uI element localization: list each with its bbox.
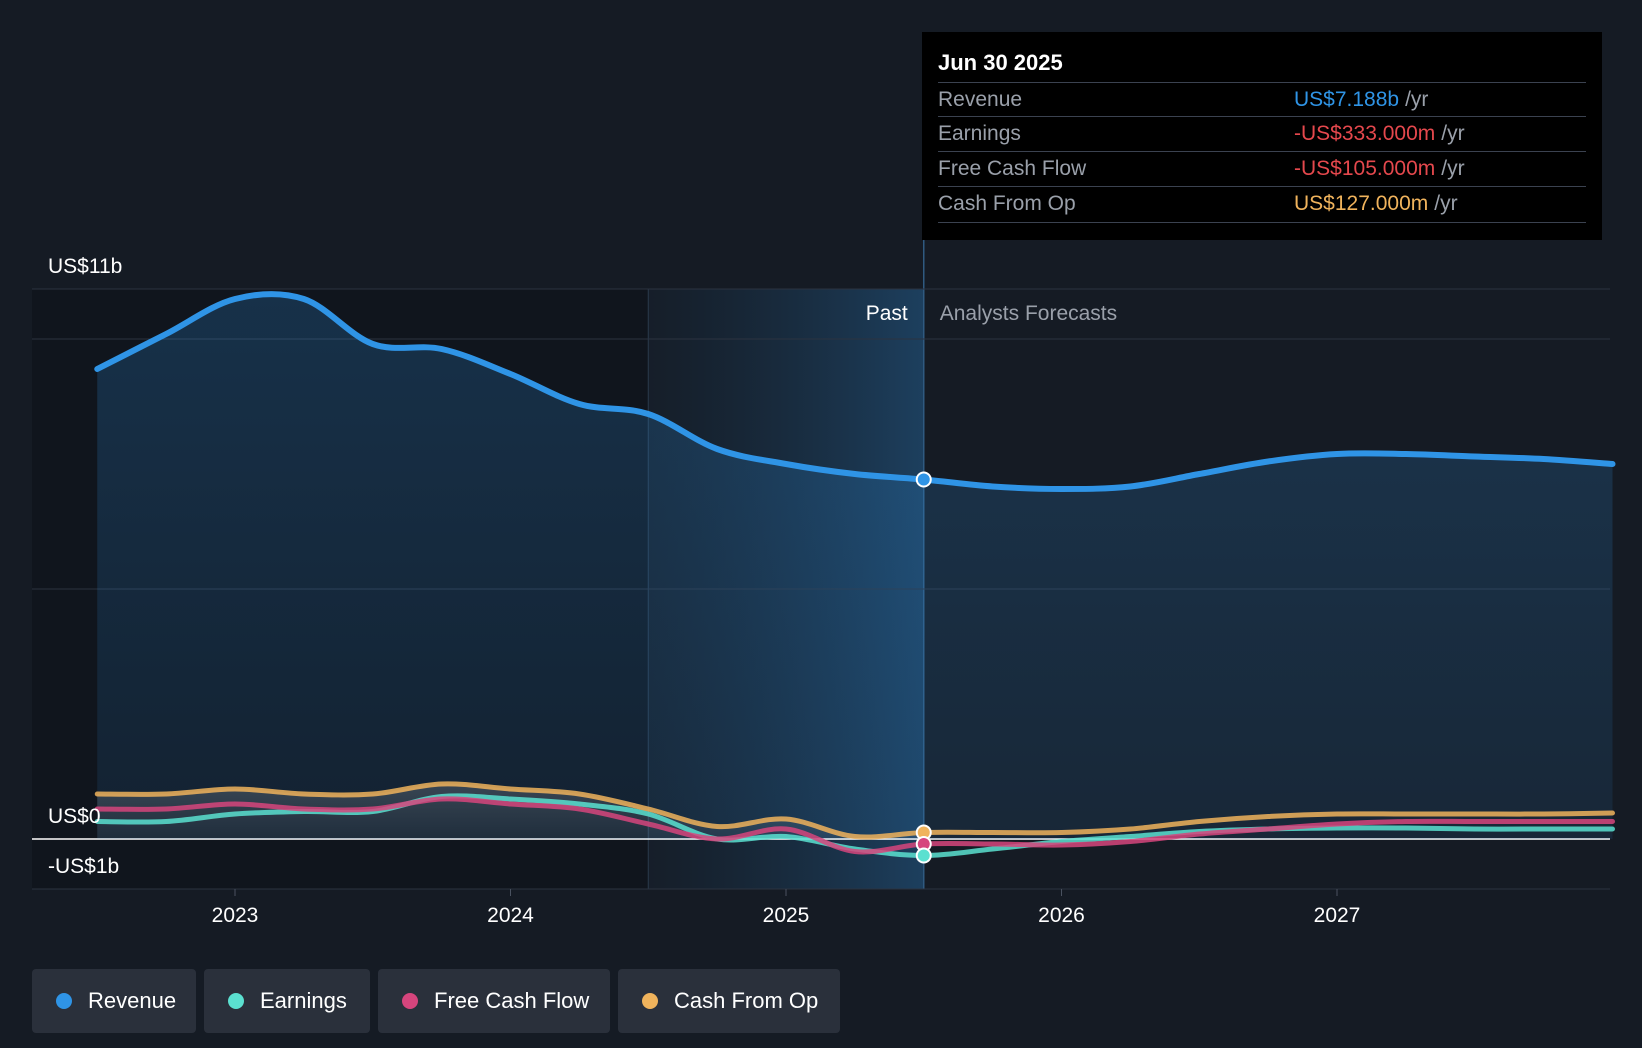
free-cash-flow-line — [94, 796, 1615, 855]
y-tick-label: -US$1b — [48, 855, 119, 878]
legend-item-revenue[interactable]: Revenue — [32, 969, 196, 1033]
tooltip-divider — [938, 222, 1586, 223]
x-tick-label: 2025 — [763, 904, 810, 927]
revenue-point — [915, 471, 932, 488]
x-tick-label: 2023 — [212, 904, 259, 927]
tooltip-date: Jun 30 2025 — [938, 50, 1063, 75]
legend-item-earnings[interactable]: Earnings — [204, 969, 370, 1033]
legend-label: Cash From Op — [674, 988, 819, 1013]
tooltip-value: US$127.000m/yr — [1294, 192, 1458, 215]
cash-from-op-line — [94, 781, 1615, 840]
legend-item-free-cash-flow[interactable]: Free Cash Flow — [378, 969, 610, 1033]
tooltip-row-cash-from-op: Cash From Op US$127.000m/yr — [938, 186, 1586, 222]
legend-label: Revenue — [88, 988, 177, 1013]
tooltip-label: Cash From Op — [938, 192, 1076, 215]
tooltip: Jun 30 2025 Revenue US$7.188b/yr Earning… — [922, 32, 1602, 240]
legend-item-cash-from-op[interactable]: Cash From Op — [618, 969, 840, 1033]
y-tick-label: US$11b — [48, 255, 122, 278]
x-tick-label: 2027 — [1314, 904, 1361, 927]
tooltip-label: Earnings — [938, 122, 1021, 145]
tooltip-row-revenue: Revenue US$7.188b/yr — [938, 82, 1586, 118]
revenue-dot-icon — [56, 993, 72, 1009]
small-series-area — [97, 783, 924, 839]
tooltip-value: US$7.188b/yr — [1294, 88, 1429, 111]
tooltip-label: Free Cash Flow — [938, 157, 1087, 180]
past-label: Past — [866, 302, 908, 325]
earnings-dot-icon — [228, 993, 244, 1009]
y-tick-label: US$0 — [48, 805, 101, 828]
legend-label: Free Cash Flow — [434, 988, 590, 1013]
forecast-label: Analysts Forecasts — [940, 302, 1117, 325]
x-tick-label: 2026 — [1038, 904, 1085, 927]
earnings-point — [915, 847, 932, 864]
revenue-area — [97, 293, 1613, 840]
free-cash-flow-dot-icon — [402, 993, 418, 1009]
tooltip-row-free-cash-flow: Free Cash Flow -US$105.000m/yr — [938, 151, 1586, 187]
tooltip-row-earnings: Earnings -US$333.000m/yr — [938, 116, 1586, 152]
tooltip-value: -US$105.000m/yr — [1294, 157, 1465, 180]
tooltip-label: Revenue — [938, 88, 1023, 111]
x-tick-label: 2024 — [487, 904, 534, 927]
cash-from-op-dot-icon — [642, 993, 658, 1009]
tooltip-value: -US$333.000m/yr — [1294, 122, 1465, 145]
legend-label: Earnings — [260, 988, 347, 1013]
revenue-line — [94, 290, 1616, 492]
